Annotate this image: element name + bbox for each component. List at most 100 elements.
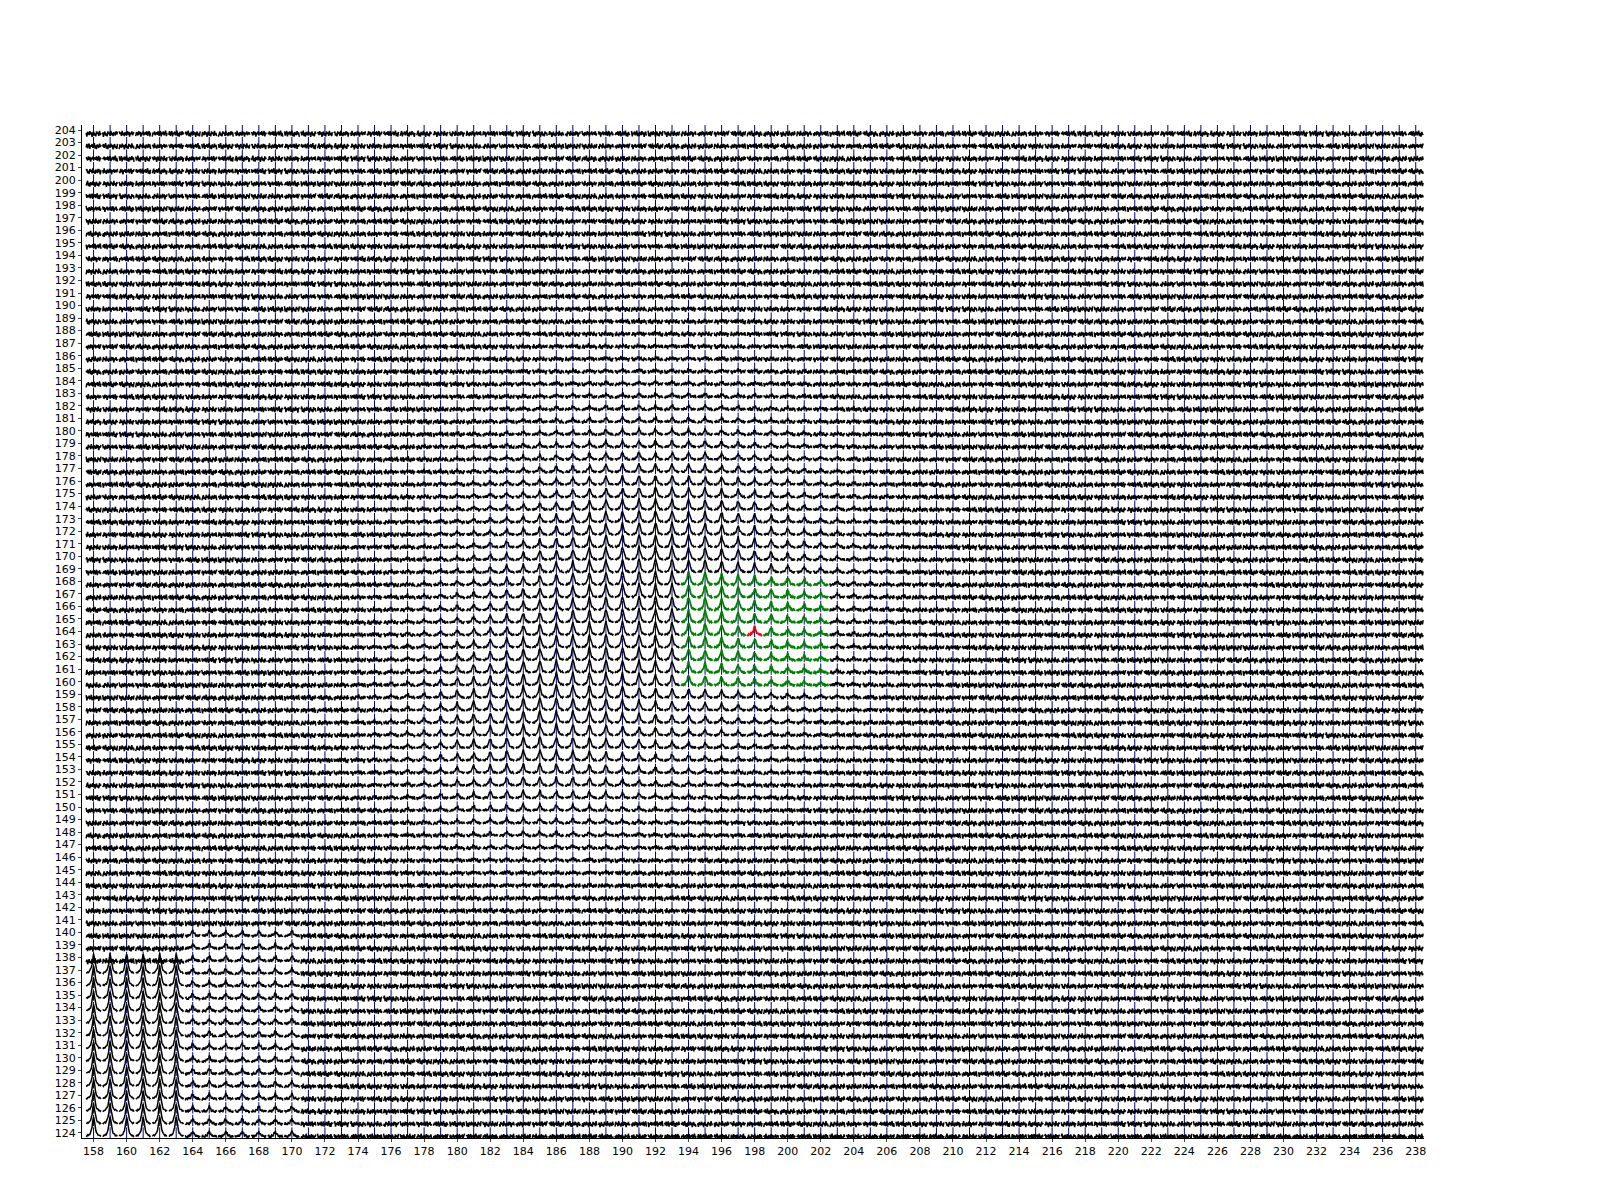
svg-text:177: 177 — [55, 462, 76, 475]
svg-text:188: 188 — [55, 324, 76, 337]
svg-text:216: 216 — [1042, 1145, 1063, 1158]
svg-text:184: 184 — [55, 375, 76, 388]
svg-text:124: 124 — [55, 1127, 76, 1140]
svg-text:156: 156 — [55, 726, 76, 739]
svg-text:182: 182 — [55, 400, 76, 413]
svg-text:174: 174 — [55, 500, 76, 513]
svg-text:218: 218 — [1075, 1145, 1096, 1158]
svg-text:133: 133 — [55, 1014, 76, 1027]
svg-text:128: 128 — [55, 1077, 76, 1090]
svg-text:230: 230 — [1273, 1145, 1294, 1158]
svg-text:127: 127 — [55, 1089, 76, 1102]
svg-text:224: 224 — [1174, 1145, 1195, 1158]
svg-text:226: 226 — [1207, 1145, 1228, 1158]
svg-text:238: 238 — [1405, 1145, 1426, 1158]
svg-text:164: 164 — [182, 1145, 203, 1158]
svg-text:148: 148 — [55, 826, 76, 839]
svg-text:175: 175 — [55, 487, 76, 500]
svg-text:144: 144 — [55, 876, 76, 889]
svg-text:173: 173 — [55, 513, 76, 526]
svg-text:184: 184 — [513, 1145, 534, 1158]
svg-text:189: 189 — [55, 312, 76, 325]
svg-text:134: 134 — [55, 1001, 76, 1014]
svg-text:138: 138 — [55, 951, 76, 964]
svg-text:178: 178 — [414, 1145, 435, 1158]
svg-text:160: 160 — [116, 1145, 137, 1158]
svg-text:234: 234 — [1339, 1145, 1360, 1158]
svg-text:158: 158 — [83, 1145, 104, 1158]
svg-text:191: 191 — [55, 287, 76, 300]
svg-text:181: 181 — [55, 412, 76, 425]
svg-text:186: 186 — [546, 1145, 567, 1158]
svg-text:195: 195 — [55, 237, 76, 250]
svg-text:214: 214 — [1009, 1145, 1030, 1158]
svg-text:190: 190 — [55, 299, 76, 312]
svg-text:167: 167 — [55, 588, 76, 601]
svg-text:147: 147 — [55, 838, 76, 851]
svg-text:200: 200 — [777, 1145, 798, 1158]
svg-text:196: 196 — [711, 1145, 732, 1158]
svg-text:140: 140 — [55, 926, 76, 939]
svg-text:153: 153 — [55, 763, 76, 776]
svg-text:154: 154 — [55, 751, 76, 764]
svg-text:132: 132 — [55, 1027, 76, 1040]
svg-text:188: 188 — [579, 1145, 600, 1158]
svg-text:139: 139 — [55, 939, 76, 952]
svg-text:162: 162 — [55, 650, 76, 663]
svg-text:183: 183 — [55, 387, 76, 400]
svg-text:180: 180 — [447, 1145, 468, 1158]
svg-text:163: 163 — [55, 638, 76, 651]
svg-text:126: 126 — [55, 1102, 76, 1115]
svg-text:201: 201 — [55, 161, 76, 174]
svg-text:168: 168 — [55, 575, 76, 588]
svg-text:168: 168 — [248, 1145, 269, 1158]
svg-text:212: 212 — [976, 1145, 997, 1158]
svg-text:179: 179 — [55, 437, 76, 450]
svg-text:198: 198 — [744, 1145, 765, 1158]
svg-text:146: 146 — [55, 851, 76, 864]
svg-text:204: 204 — [55, 124, 76, 137]
svg-text:143: 143 — [55, 889, 76, 902]
svg-text:182: 182 — [480, 1145, 501, 1158]
svg-text:131: 131 — [55, 1039, 76, 1052]
svg-text:232: 232 — [1306, 1145, 1327, 1158]
svg-text:190: 190 — [612, 1145, 633, 1158]
svg-text:193: 193 — [55, 262, 76, 275]
svg-text:162: 162 — [149, 1145, 170, 1158]
svg-text:228: 228 — [1240, 1145, 1261, 1158]
svg-text:180: 180 — [55, 425, 76, 438]
svg-text:164: 164 — [55, 625, 76, 638]
svg-text:210: 210 — [942, 1145, 963, 1158]
svg-text:141: 141 — [55, 914, 76, 927]
svg-text:178: 178 — [55, 450, 76, 463]
svg-text:197: 197 — [55, 212, 76, 225]
svg-text:176: 176 — [55, 475, 76, 488]
svg-text:236: 236 — [1372, 1145, 1393, 1158]
svg-text:186: 186 — [55, 350, 76, 363]
svg-text:125: 125 — [55, 1114, 76, 1127]
svg-text:157: 157 — [55, 713, 76, 726]
svg-text:150: 150 — [55, 801, 76, 814]
svg-text:166: 166 — [55, 600, 76, 613]
svg-text:152: 152 — [55, 776, 76, 789]
svg-text:160: 160 — [55, 676, 76, 689]
svg-text:149: 149 — [55, 813, 76, 826]
svg-text:171: 171 — [55, 538, 76, 551]
svg-text:170: 170 — [281, 1145, 302, 1158]
svg-text:136: 136 — [55, 976, 76, 989]
svg-text:222: 222 — [1141, 1145, 1162, 1158]
svg-text:187: 187 — [55, 337, 76, 350]
svg-text:161: 161 — [55, 663, 76, 676]
svg-text:194: 194 — [55, 249, 76, 262]
svg-text:174: 174 — [348, 1145, 369, 1158]
svg-text:199: 199 — [55, 187, 76, 200]
svg-text:151: 151 — [55, 788, 76, 801]
svg-text:176: 176 — [381, 1145, 402, 1158]
svg-text:130: 130 — [55, 1052, 76, 1065]
svg-text:155: 155 — [55, 738, 76, 751]
svg-text:208: 208 — [909, 1145, 930, 1158]
svg-text:220: 220 — [1108, 1145, 1129, 1158]
svg-text:129: 129 — [55, 1064, 76, 1077]
svg-text:185: 185 — [55, 362, 76, 375]
svg-text:172: 172 — [314, 1145, 335, 1158]
